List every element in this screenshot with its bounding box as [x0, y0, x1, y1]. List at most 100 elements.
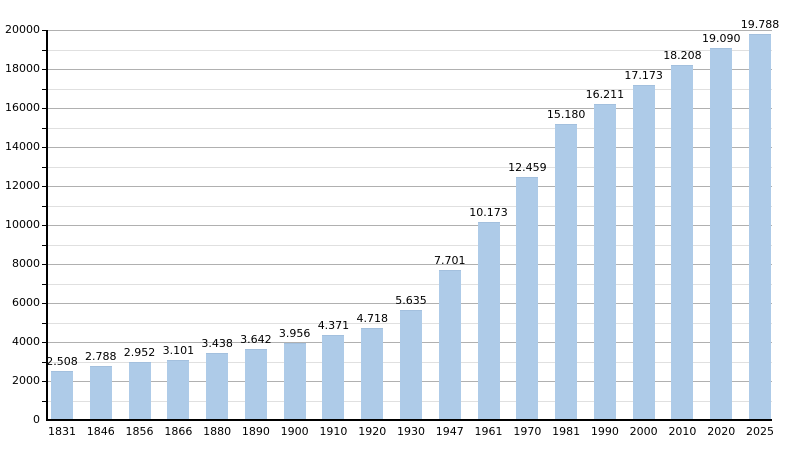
x-axis-label: 2020 — [707, 425, 736, 438]
y-axis-tick — [42, 400, 47, 402]
bar-value-label: 3.956 — [278, 326, 311, 340]
bar-1900 — [283, 342, 306, 421]
bar-value-label: 10.173 — [469, 205, 508, 219]
major-gridline — [48, 147, 772, 148]
bar-value-label: 7.701 — [434, 253, 466, 267]
y-axis-label: 0 — [33, 413, 40, 426]
major-gridline — [48, 69, 772, 70]
bar-value-label: 2.788 — [85, 349, 117, 363]
y-axis-tick — [42, 108, 47, 109]
major-gridline — [48, 303, 772, 304]
minor-gridline — [48, 205, 772, 207]
y-axis-tick — [42, 88, 47, 90]
bar-1890 — [244, 348, 267, 421]
bar-1961 — [477, 221, 500, 421]
bar-1846 — [89, 365, 112, 421]
bar-1831 — [51, 371, 73, 421]
x-axis-line — [46, 419, 772, 421]
minor-gridline — [48, 244, 772, 246]
y-axis-tick — [42, 264, 47, 265]
y-axis-tick — [42, 342, 47, 343]
x-axis-label: 1831 — [48, 425, 76, 438]
bar-1910 — [322, 334, 345, 421]
y-axis-tick — [42, 322, 47, 324]
bar-2010 — [671, 64, 694, 421]
bar-value-label: 19.090 — [701, 31, 741, 45]
x-axis-label: 1846 — [86, 425, 115, 438]
x-axis-label: 1880 — [203, 425, 232, 438]
major-gridline — [48, 225, 772, 226]
x-axis-label: 1890 — [241, 425, 270, 438]
x-axis-label: 1910 — [319, 425, 348, 438]
y-axis-label: 4000 — [12, 335, 40, 348]
bar-value-label: 19.788 — [740, 18, 780, 32]
bar-value-label: 4.718 — [356, 311, 388, 325]
bar-1970 — [516, 177, 539, 421]
y-axis-label: 10000 — [5, 218, 40, 231]
y-axis-tick — [42, 303, 47, 304]
bar-value-label: 12.459 — [508, 161, 547, 175]
bar-1947 — [438, 269, 461, 421]
y-axis-tick — [42, 381, 47, 382]
y-axis-tick — [42, 186, 47, 187]
y-axis-line — [46, 30, 48, 420]
bar-1856 — [128, 362, 151, 421]
minor-gridline — [48, 127, 772, 129]
bar-1990 — [593, 103, 616, 421]
major-gridline — [48, 108, 772, 109]
y-axis-tick — [42, 166, 47, 168]
y-axis-label: 8000 — [12, 257, 40, 270]
x-axis-label: 1961 — [474, 425, 503, 438]
y-axis-tick — [42, 361, 47, 363]
x-axis-label: 1920 — [358, 425, 387, 438]
bar-value-label: 2.508 — [46, 355, 78, 369]
y-axis-label: 18000 — [5, 62, 40, 75]
y-axis-label: 20000 — [5, 23, 40, 36]
x-axis-label: 1930 — [397, 425, 425, 438]
y-axis-tick — [42, 283, 47, 285]
y-axis-tick — [42, 225, 47, 226]
y-axis-tick — [42, 244, 47, 246]
y-axis-label: 14000 — [5, 140, 40, 153]
bar-value-label: 18.208 — [663, 48, 702, 62]
y-axis-tick — [42, 147, 47, 148]
bar-1866 — [167, 359, 190, 421]
bar-1880 — [206, 352, 229, 421]
y-axis-tick — [42, 69, 47, 70]
x-axis-label: 1900 — [280, 425, 309, 438]
x-axis-label: 1990 — [590, 425, 619, 438]
x-axis-label: 1981 — [552, 425, 581, 438]
x-axis-label: 1866 — [164, 425, 193, 438]
bar-1930 — [400, 310, 422, 421]
y-axis-tick — [42, 127, 47, 129]
bar-value-label: 2.952 — [123, 346, 156, 360]
bar-1920 — [361, 327, 384, 421]
x-axis-label: 2025 — [746, 425, 774, 438]
y-axis-tick — [42, 30, 47, 31]
bar-value-label: 4.371 — [317, 318, 350, 332]
x-axis-label: 2010 — [668, 425, 697, 438]
y-axis-label: 6000 — [12, 296, 40, 309]
bar-value-label: 17.173 — [624, 69, 663, 83]
major-gridline — [48, 30, 772, 31]
minor-gridline — [48, 283, 772, 285]
bar-value-label: 5.635 — [395, 294, 427, 308]
bar-value-label: 16.211 — [585, 87, 625, 101]
y-axis-tick — [42, 205, 47, 207]
y-axis-label: 2000 — [12, 374, 40, 387]
major-gridline — [48, 186, 772, 187]
bar-value-label: 3.101 — [162, 343, 195, 357]
bar-2000 — [632, 85, 655, 421]
y-axis-label: 16000 — [5, 101, 40, 114]
bar-2025 — [749, 34, 771, 421]
x-axis-label: 2000 — [629, 425, 658, 438]
minor-gridline — [48, 166, 772, 168]
bar-2020 — [710, 47, 733, 421]
minor-gridline — [48, 88, 772, 90]
bar-value-label: 3.642 — [240, 332, 272, 346]
bar-1981 — [555, 123, 578, 421]
y-axis-tick — [42, 49, 47, 51]
major-gridline — [48, 264, 772, 265]
bar-value-label: 15.180 — [546, 107, 586, 121]
